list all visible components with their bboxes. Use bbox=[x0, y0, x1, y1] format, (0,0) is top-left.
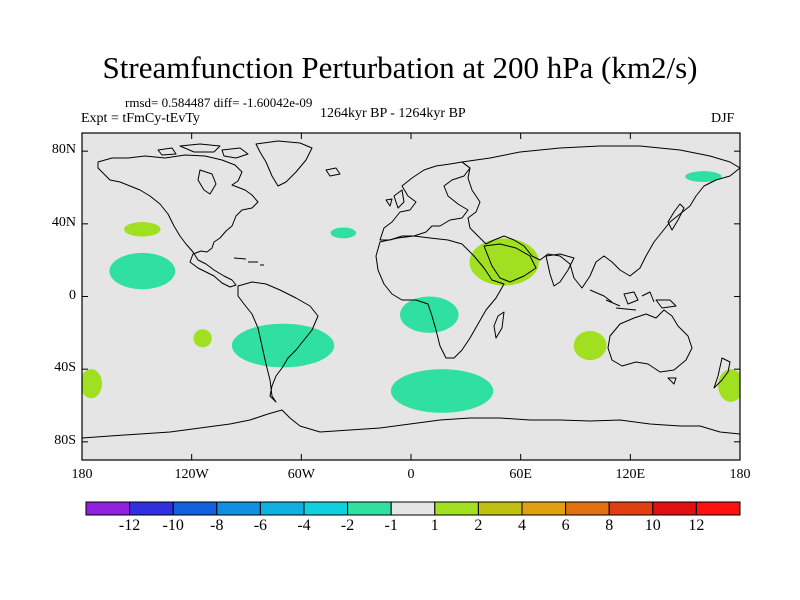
colorbar-label: 12 bbox=[688, 517, 705, 534]
axis-ticks bbox=[81, 133, 741, 460]
coast-asia bbox=[461, 145, 740, 289]
coastlines bbox=[82, 140, 740, 439]
coast-greenland bbox=[255, 140, 313, 187]
coast-north-america bbox=[97, 154, 259, 288]
colorbar-label: 8 bbox=[605, 517, 614, 534]
colorbar-swatch bbox=[172, 501, 218, 516]
colorbar-label: -1 bbox=[384, 517, 398, 534]
x-tick-label: 60E bbox=[509, 467, 532, 482]
coast-caribbean bbox=[233, 257, 264, 266]
anomaly-region-negative-4 bbox=[231, 323, 335, 368]
anomaly-region-positive-7 bbox=[469, 238, 539, 286]
colorbar-swatch bbox=[521, 501, 567, 516]
map-background bbox=[82, 133, 740, 460]
colorbar-label: 10 bbox=[644, 517, 661, 534]
anomaly-region-negative-2 bbox=[330, 227, 357, 239]
coast-indonesia bbox=[589, 289, 677, 311]
map-title: Streamfunction Perturbation at 200 hPa (… bbox=[102, 50, 698, 85]
anomaly-region-negative-5 bbox=[390, 369, 494, 413]
colorbar-swatch bbox=[652, 501, 697, 516]
anomaly-region-positive-9 bbox=[573, 331, 607, 361]
colorbar-swatch bbox=[347, 501, 392, 516]
anomaly-region-positive-6 bbox=[124, 222, 161, 237]
coast-tasmania bbox=[667, 377, 677, 385]
colorbar-swatch bbox=[695, 501, 741, 516]
colorbar-swatch bbox=[434, 501, 479, 516]
anomaly-region-positive-8 bbox=[193, 329, 212, 348]
colorbar-label: -10 bbox=[162, 517, 184, 534]
x-tick-label: 0 bbox=[407, 467, 415, 482]
colorbar-label: -6 bbox=[253, 517, 268, 534]
coast-india bbox=[545, 253, 575, 287]
coast-south-america bbox=[237, 281, 319, 403]
colorbar-label: 4 bbox=[518, 517, 526, 534]
coast-iceland bbox=[325, 167, 341, 177]
colorbar-swatch bbox=[216, 501, 261, 516]
coast-arabia bbox=[483, 243, 537, 283]
y-tick-label: 40S bbox=[54, 360, 76, 376]
colorbar-swatch bbox=[129, 501, 174, 516]
anomaly-region-negative-1 bbox=[109, 252, 176, 290]
coast-europe bbox=[379, 161, 471, 241]
y-tick-label: 0 bbox=[69, 287, 76, 303]
colorbar-swatch bbox=[565, 501, 610, 516]
coast-australia bbox=[607, 309, 693, 373]
colorbar-label: 1 bbox=[430, 517, 439, 534]
coast-antarctica bbox=[82, 409, 740, 439]
colorbar-swatch bbox=[303, 501, 349, 516]
coast-hudson-bay bbox=[197, 169, 217, 195]
anomaly-region-negative-0 bbox=[685, 171, 722, 183]
x-tick-label: 180 bbox=[729, 467, 751, 482]
colorbar-swatch bbox=[390, 501, 436, 516]
x-tick-label: 120W bbox=[174, 467, 209, 482]
anomaly-layer bbox=[82, 171, 740, 413]
x-tick-label: 60W bbox=[287, 467, 315, 482]
colorbar-swatch bbox=[259, 501, 305, 516]
coast-japan bbox=[667, 203, 685, 231]
colorbar bbox=[85, 501, 741, 516]
coast-arctic-islands bbox=[157, 143, 249, 159]
colorbar-label: -2 bbox=[340, 517, 355, 534]
colorbar-swatch bbox=[608, 501, 654, 516]
anomaly-region-negative-3 bbox=[400, 296, 459, 333]
x-tick-label: 180 bbox=[71, 467, 93, 482]
colorbar-swatch bbox=[85, 501, 131, 516]
y-tick-label: 80S bbox=[54, 432, 76, 448]
colorbar-label: -12 bbox=[118, 517, 141, 534]
coast-africa bbox=[375, 235, 505, 359]
period-label: 1264kyr BP - 1264kyr BP bbox=[320, 106, 466, 121]
colorbar-label: 2 bbox=[474, 517, 483, 534]
coast-madagascar bbox=[493, 311, 505, 339]
x-tick-label: 120E bbox=[615, 467, 646, 482]
colorbar-label: -8 bbox=[210, 517, 224, 534]
stats-line: rmsd= 0.584487 diff= -1.60042e-09 bbox=[125, 95, 313, 110]
coast-new-zealand bbox=[713, 357, 731, 389]
anomaly-region-positive-10 bbox=[82, 369, 103, 399]
colorbar-label: -4 bbox=[297, 517, 311, 534]
colorbar-label: 6 bbox=[561, 517, 570, 534]
coast-british-isles bbox=[385, 189, 405, 209]
colorbar-swatch bbox=[477, 501, 523, 516]
season-label: DJF bbox=[711, 111, 735, 126]
y-tick-label: 80N bbox=[51, 142, 76, 158]
y-tick-label: 40N bbox=[51, 214, 76, 230]
experiment-label: Expt = tFmCy-tEvTy bbox=[81, 111, 200, 126]
